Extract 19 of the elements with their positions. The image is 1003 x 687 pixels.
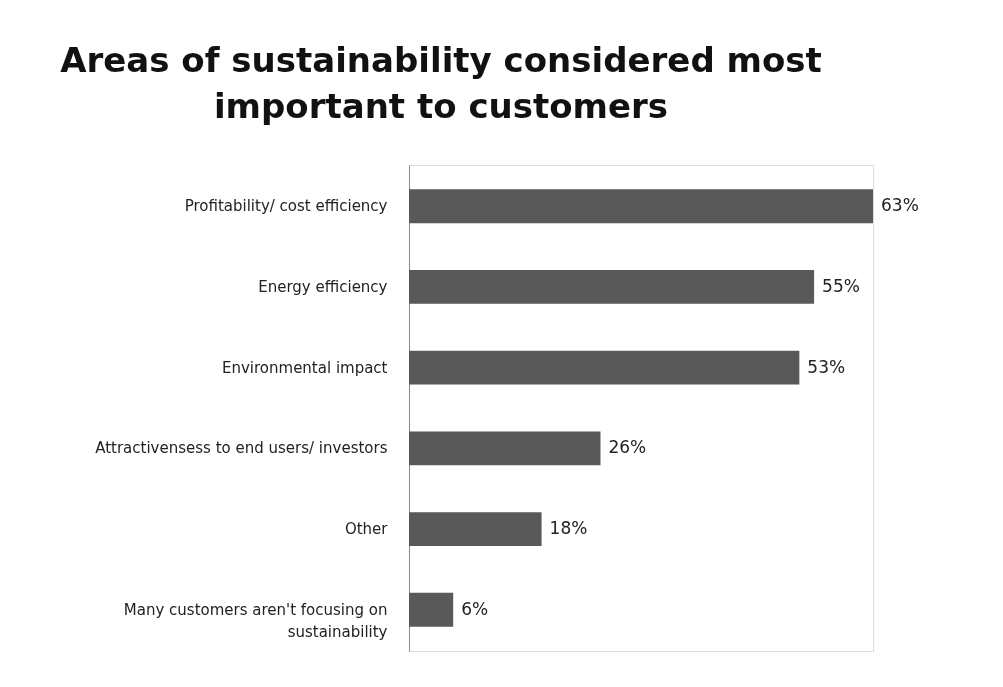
y-tick-label: Attractivensess to end users/ investors <box>95 439 388 458</box>
y-tick-label: Many customers aren't focusing on sustainability <box>123 600 388 641</box>
data-label: 26% <box>608 437 647 458</box>
y-tick-label: Other <box>344 520 389 539</box>
bar <box>409 592 454 627</box>
data-label: 53% <box>807 356 846 377</box>
data-label: 55% <box>822 275 860 296</box>
y-tick-label: Profitability/ cost efficiency <box>184 197 388 216</box>
data-label: 6% <box>461 598 489 619</box>
bar <box>409 512 542 547</box>
y-tick-label: Environmental impact <box>221 358 388 377</box>
bar <box>409 189 873 224</box>
y-tick-label: Energy efficiency <box>258 277 388 296</box>
chart-title: Areas of sustainability considered most important to customers <box>60 40 822 126</box>
bar <box>409 431 601 466</box>
data-label: 63% <box>881 195 919 216</box>
bar <box>409 350 800 385</box>
data-label: 18% <box>549 518 588 539</box>
bar <box>409 269 815 304</box>
